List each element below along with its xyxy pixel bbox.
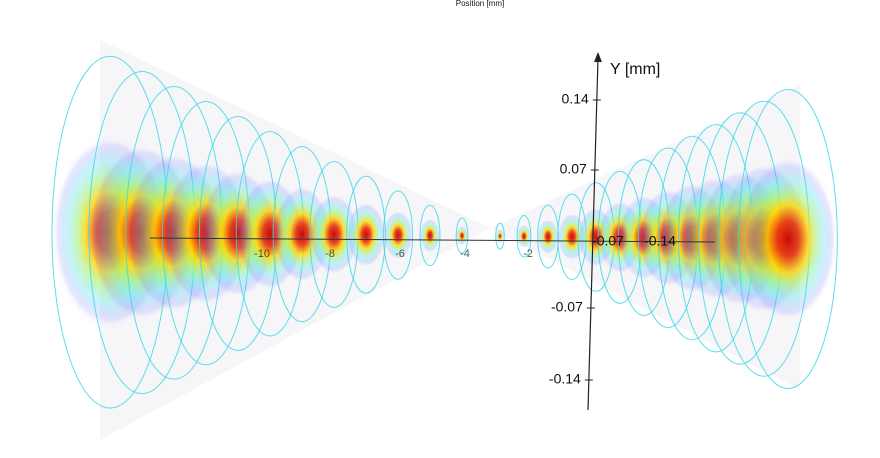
beam-slice xyxy=(738,156,838,322)
slice-outline xyxy=(419,204,441,267)
beam-slice xyxy=(456,226,468,246)
y-axis xyxy=(587,57,599,411)
y-tick-label: 0.14 xyxy=(562,91,589,107)
x-tick-label: -6 xyxy=(395,248,405,260)
beam-slice xyxy=(537,219,559,254)
beam-slices xyxy=(51,55,838,409)
slice-outline xyxy=(738,88,838,389)
y-axis-arrow xyxy=(594,52,602,62)
x-tick-label: -10 xyxy=(254,248,270,260)
beam-slice xyxy=(309,194,359,275)
z-tick-label: -0.07 xyxy=(592,233,624,249)
beam-slice xyxy=(420,218,440,252)
beam-slice xyxy=(383,210,413,260)
beam-slice xyxy=(517,224,531,248)
beam-slice xyxy=(557,213,587,261)
slice-outline xyxy=(455,217,469,254)
x-axis xyxy=(149,237,716,243)
y-tick-label: -0.07 xyxy=(551,299,583,315)
beam-slice xyxy=(346,202,386,267)
slice-outline xyxy=(495,222,505,250)
z-ticks: -0.07 -0.14 xyxy=(592,233,676,249)
y-tick-label: 0.07 xyxy=(560,161,587,177)
beam-slice xyxy=(495,228,505,244)
slice-outline xyxy=(382,190,414,280)
slice-outline xyxy=(516,215,532,258)
y-ticks: 0.14 0.07 -0.07 -0.14 xyxy=(549,91,601,387)
x-tick-label: -2 xyxy=(523,248,533,260)
title: Position [mm] xyxy=(456,0,504,8)
x-tick-label: -4 xyxy=(460,248,470,260)
y-axis-label: Y [mm] xyxy=(610,61,660,78)
z-tick-label: -0.14 xyxy=(644,233,676,249)
y-tick-label: -0.14 xyxy=(549,371,581,387)
x-ticks: -10 -8 -6 -4 -2 xyxy=(254,248,533,260)
x-tick-label: -8 xyxy=(325,248,335,260)
